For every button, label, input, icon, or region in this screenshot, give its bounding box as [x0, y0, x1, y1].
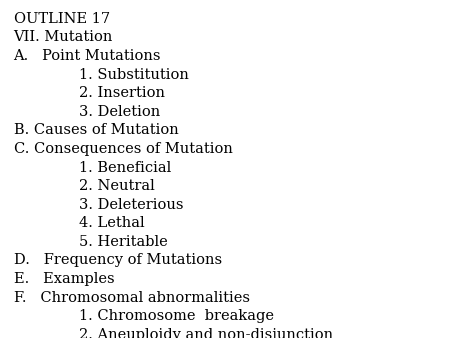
- Text: E.   Examples: E. Examples: [14, 272, 114, 286]
- Text: 3. Deletion: 3. Deletion: [79, 105, 160, 119]
- Text: 1. Substitution: 1. Substitution: [79, 68, 189, 81]
- Text: 2. Neutral: 2. Neutral: [79, 179, 154, 193]
- Text: 4. Lethal: 4. Lethal: [79, 216, 144, 230]
- Text: D.   Frequency of Mutations: D. Frequency of Mutations: [14, 254, 221, 267]
- Text: 3. Deleterious: 3. Deleterious: [79, 198, 183, 212]
- Text: 2. Insertion: 2. Insertion: [79, 86, 165, 100]
- Text: 5. Heritable: 5. Heritable: [79, 235, 167, 249]
- Text: VII. Mutation: VII. Mutation: [14, 30, 113, 44]
- Text: A.   Point Mutations: A. Point Mutations: [14, 49, 161, 63]
- Text: F.   Chromosomal abnormalities: F. Chromosomal abnormalities: [14, 291, 249, 305]
- Text: 1. Chromosome  breakage: 1. Chromosome breakage: [79, 309, 274, 323]
- Text: OUTLINE 17: OUTLINE 17: [14, 12, 110, 26]
- Text: B. Causes of Mutation: B. Causes of Mutation: [14, 123, 178, 137]
- Text: 2. Aneuploidy and non-disjunction: 2. Aneuploidy and non-disjunction: [79, 328, 333, 338]
- Text: 1. Beneficial: 1. Beneficial: [79, 161, 171, 174]
- Text: C. Consequences of Mutation: C. Consequences of Mutation: [14, 142, 232, 156]
